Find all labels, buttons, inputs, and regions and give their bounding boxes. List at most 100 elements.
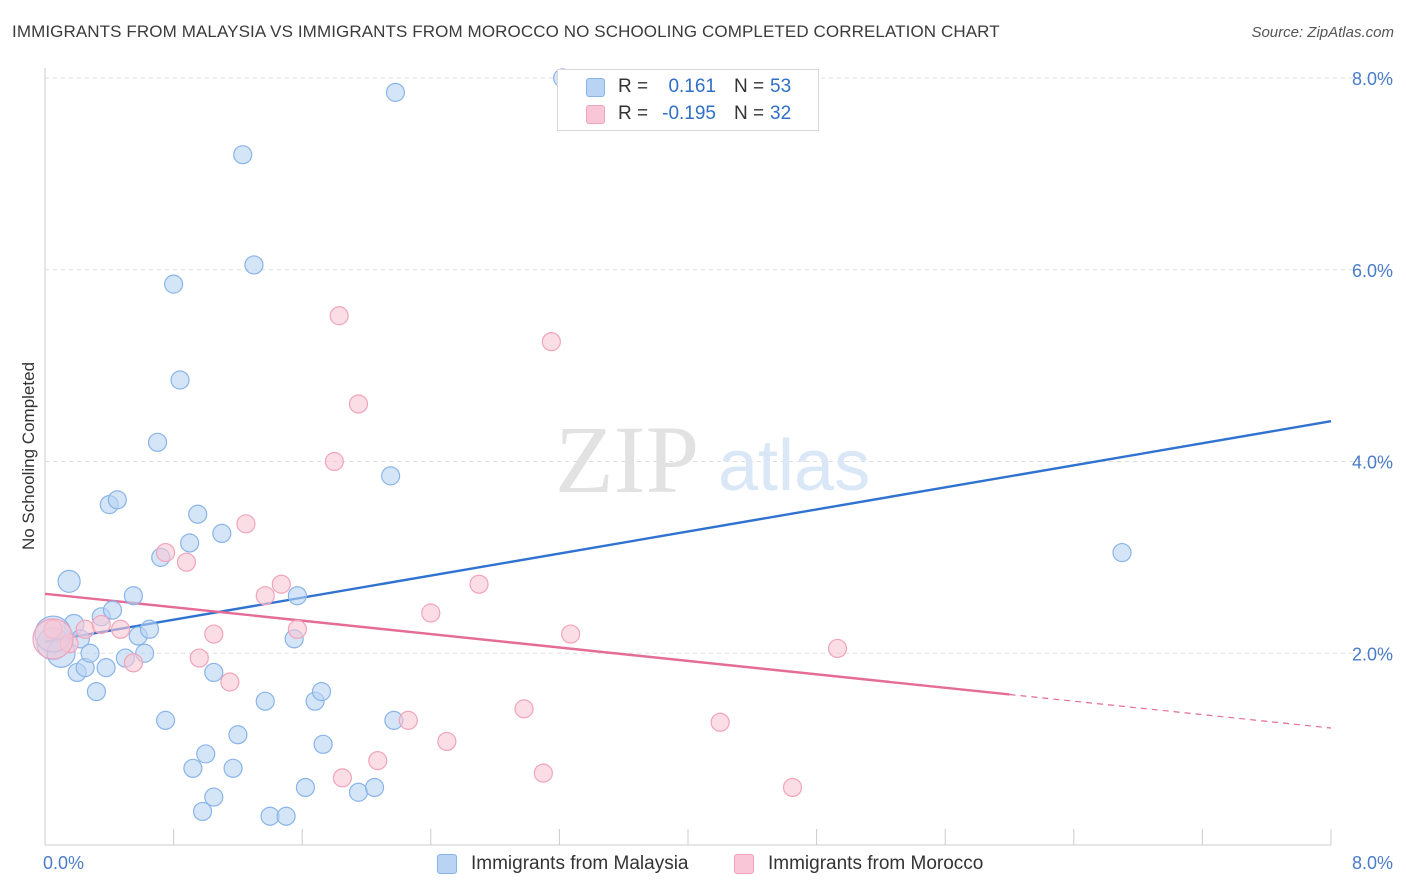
legend-row-malaysia: R = 0.161 N = 53 [558, 74, 818, 102]
malaysia-point [348, 782, 369, 802]
malaysia-point [212, 523, 232, 544]
y-tick-label: 6.0% [1352, 261, 1393, 281]
morocco-point [561, 624, 581, 644]
legend-label-malaysia: Immigrants from Malaysia [471, 853, 689, 874]
malaysia-point [107, 490, 127, 510]
malaysia-point [192, 801, 213, 822]
morocco-point [204, 624, 224, 644]
r-label: R = [618, 76, 649, 97]
malaysia-point [233, 145, 253, 165]
morocco-point [287, 619, 307, 639]
watermark-atlas: atlas [718, 426, 870, 506]
morocco-point [123, 653, 144, 673]
malaysia-point [86, 681, 107, 702]
malaysia-point [255, 691, 275, 711]
morocco-point [236, 514, 256, 534]
morocco-point [368, 751, 388, 771]
malaysia-point [276, 806, 296, 826]
y-axis-label: No Schooling Completed [19, 362, 38, 550]
morocco-point [782, 777, 803, 798]
morocco-trend-extension [1009, 693, 1332, 729]
malaysia-point [228, 725, 248, 745]
morocco-point [437, 731, 457, 752]
morocco-point [469, 574, 489, 594]
malaysia-point [385, 82, 406, 102]
morocco-point [329, 306, 349, 326]
morocco-point [91, 614, 111, 635]
correlation-legend: R = 0.161 N = 53 R = -0.195 N = 32 [557, 69, 819, 131]
morocco-point [110, 619, 131, 639]
r-value: -0.195 [662, 103, 716, 124]
malaysia-point [223, 758, 243, 778]
n-value: 32 [770, 103, 792, 124]
x-tick-label: 0.0% [43, 853, 84, 873]
morocco-point [155, 542, 176, 563]
malaysia-point [57, 569, 81, 593]
morocco-point [271, 574, 291, 594]
axes [44, 68, 1332, 846]
legend-label-morocco: Immigrants from Morocco [768, 853, 984, 874]
morocco-point [32, 618, 74, 660]
series-legend: Immigrants from Malaysia Immigrants from… [0, 852, 1406, 878]
malaysia-swatch [437, 854, 457, 874]
malaysia-point [204, 787, 224, 807]
trend-lines [44, 420, 1332, 729]
malaysia-point [123, 586, 144, 606]
malaysia-trend-line [44, 420, 1332, 643]
source-label: Source: ZipAtlas.com [1251, 24, 1394, 41]
malaysia-point [287, 586, 307, 606]
r-label: R = [618, 103, 649, 124]
morocco-point [421, 603, 441, 623]
chart-title: IMMIGRANTS FROM MALAYSIA VS IMMIGRANTS F… [12, 22, 1000, 41]
malaysia-point [188, 504, 208, 524]
y-tick-label: 2.0% [1352, 644, 1393, 664]
malaysia-point [80, 643, 100, 663]
morocco-point [255, 586, 275, 606]
n-label: N = [734, 76, 765, 97]
morocco-point [827, 638, 848, 659]
morocco-point [398, 710, 418, 730]
morocco-swatch [586, 105, 605, 124]
data-points [32, 68, 1132, 826]
morocco-point [176, 552, 197, 572]
malaysia-swatch [586, 78, 605, 97]
legend-row-morocco: R = -0.195 N = 32 [558, 101, 818, 129]
malaysia-point [313, 734, 333, 754]
malaysia-point [1112, 542, 1132, 563]
n-label: N = [734, 103, 765, 124]
y-tick-label: 8.0% [1352, 69, 1393, 89]
malaysia-point [147, 432, 168, 452]
morocco-swatch [734, 854, 754, 874]
malaysia-point [196, 744, 216, 764]
watermark-zip: ZIP [555, 406, 699, 513]
grid-lines [45, 77, 1390, 654]
malaysia-point [96, 658, 116, 678]
malaysia-point [311, 681, 332, 702]
malaysia-point [381, 466, 401, 486]
morocco-point [75, 619, 95, 639]
malaysia-point [244, 255, 264, 275]
morocco-trend-line [44, 592, 1010, 696]
malaysia-point [155, 710, 176, 730]
malaysia-point [260, 806, 280, 826]
y-tick-label: 4.0% [1352, 453, 1393, 473]
x-tick-label: 8.0% [1352, 853, 1393, 873]
malaysia-point [139, 619, 160, 639]
malaysia-point [164, 274, 184, 294]
morocco-point [332, 768, 352, 788]
malaysia-point [102, 600, 123, 620]
morocco-point [348, 394, 369, 414]
tick-labels: 2.0% 4.0% 6.0% 8.0% 0.0% 8.0% [43, 69, 1393, 873]
n-value: 53 [770, 76, 792, 97]
malaysia-point [170, 370, 190, 390]
malaysia-point [364, 777, 385, 798]
morocco-point [514, 699, 534, 719]
r-value: 0.161 [668, 76, 716, 97]
malaysia-point [204, 662, 224, 683]
morocco-point [324, 451, 344, 472]
watermark: ZIP atlas [555, 406, 870, 513]
morocco-point [710, 712, 730, 732]
morocco-point [220, 672, 240, 692]
malaysia-point [295, 777, 316, 798]
